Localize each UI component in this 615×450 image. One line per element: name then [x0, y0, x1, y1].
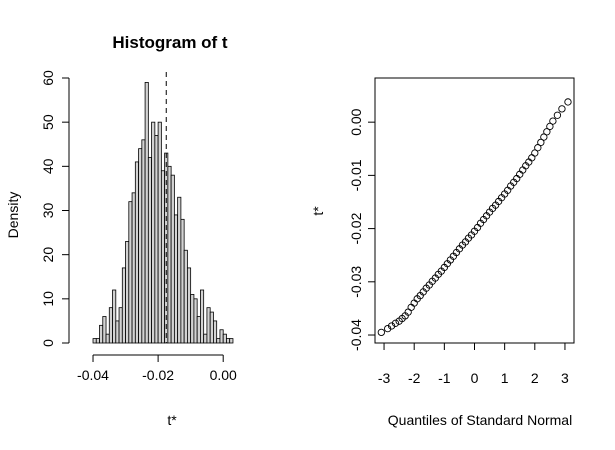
qq-point	[387, 322, 396, 330]
histogram-bar	[186, 267, 192, 344]
histogram-bars	[92, 82, 234, 344]
histogram-bar	[226, 338, 231, 344]
histogram-bar	[160, 170, 166, 344]
histogram-bar	[144, 82, 149, 344]
histogram-bar	[209, 311, 214, 344]
histogram-bar	[219, 329, 224, 344]
qq-point	[377, 328, 385, 337]
histogram-bar	[222, 333, 227, 344]
qq-point	[564, 98, 572, 106]
histogram-bar	[203, 333, 208, 344]
qq-plot-frame	[374, 77, 575, 344]
qq-point	[384, 324, 392, 333]
qq-x-tick-label: -3	[378, 370, 391, 386]
histogram-bar	[173, 214, 179, 344]
histogram-x-tick-label: -0.04	[77, 367, 109, 383]
histogram-bar	[134, 161, 139, 344]
qq-point	[531, 149, 539, 157]
histogram-y-tick-label: 10	[40, 291, 56, 307]
histogram-bar	[105, 333, 110, 344]
histogram-bar	[99, 324, 104, 344]
qq-plot-panel: -3 -2 -1 0 1 2 3 -0.04 -0.03 -0.02 -0.01 0.00 Quan…	[310, 77, 575, 428]
histogram-bar	[177, 196, 182, 344]
histogram-bar	[193, 298, 198, 344]
qq-x-tick-label: 3	[561, 370, 569, 386]
histogram-bar	[196, 316, 201, 344]
histogram-bar	[128, 201, 133, 344]
qq-point	[558, 105, 566, 113]
histogram-bar	[151, 121, 156, 344]
qq-point	[391, 319, 400, 327]
qq-point	[540, 133, 548, 141]
histogram-bar	[121, 267, 126, 344]
histogram-y-tick-label: 40	[40, 158, 56, 174]
qq-y-tick-label: -0.03	[348, 266, 364, 298]
histogram-bar	[118, 307, 123, 344]
qq-y-tick-label: -0.04	[348, 319, 364, 351]
histogram-bar	[200, 289, 205, 344]
histogram-bar	[115, 320, 120, 344]
qq-point	[534, 144, 542, 152]
histogram-bar	[157, 121, 162, 344]
histogram-bar	[125, 241, 130, 344]
histogram-y-tick-label: 30	[40, 203, 56, 219]
qq-point	[546, 122, 554, 131]
histogram-bar	[112, 289, 117, 344]
histogram-y-tick-label: 0	[40, 339, 56, 347]
qq-points	[377, 98, 572, 337]
qq-y-tick-label: -0.01	[348, 159, 364, 191]
qq-point	[543, 128, 551, 136]
histogram-bar	[167, 165, 172, 344]
histogram-bar	[138, 148, 143, 344]
qq-x-axis: -3 -2 -1 0 1 2 3	[378, 343, 569, 386]
histogram-bar	[141, 139, 146, 344]
histogram-bar	[190, 294, 195, 344]
histogram-bar	[102, 316, 107, 344]
histogram-bar	[213, 320, 218, 344]
histogram-y-tick-label: 20	[40, 247, 56, 263]
histogram-bar	[95, 338, 100, 344]
histogram-bar	[180, 218, 185, 344]
histogram-bar	[206, 307, 211, 344]
qq-x-tick-label: 1	[501, 370, 509, 386]
histogram-bar	[170, 174, 175, 344]
qq-point	[549, 117, 557, 125]
histogram-bar	[229, 338, 234, 344]
histogram-x-axis-label: t*	[167, 412, 177, 428]
qq-x-axis-label: Quantiles of Standard Normal	[388, 412, 572, 428]
histogram-bar	[131, 192, 136, 344]
histogram-y-tick-label: 60	[40, 70, 56, 86]
qq-x-tick-label: 2	[531, 370, 539, 386]
qq-y-axis: -0.04 -0.03 -0.02 -0.01 0.00	[348, 108, 375, 351]
qq-x-tick-label: -1	[438, 370, 451, 386]
histogram-y-axis-label: Density	[5, 192, 21, 239]
qq-point	[553, 111, 562, 119]
histogram-y-tick-label: 50	[40, 114, 56, 130]
histogram-x-axis: -0.04 -0.02 0.00	[77, 354, 237, 383]
qq-y-tick-label: 0.00	[348, 108, 364, 135]
histogram-y-axis: 0 10 20 30 40 50 60	[40, 70, 70, 347]
histogram-bar	[154, 135, 159, 344]
qq-y-tick-label: -0.02	[348, 212, 364, 244]
qq-y-axis-label: t*	[310, 206, 326, 216]
histogram-bar	[183, 249, 188, 344]
histogram-bar	[216, 338, 221, 344]
histogram-bar	[147, 157, 153, 344]
qq-x-tick-label: -2	[408, 370, 421, 386]
histogram-bar	[92, 338, 97, 344]
histogram-bar	[108, 307, 113, 344]
histogram-x-tick-label: 0.00	[210, 367, 237, 383]
histogram-panel: Histogram of t -0.04 -0.02 0.00 0 10 20 30 40 5…	[5, 33, 237, 428]
qq-point	[537, 138, 545, 147]
histogram-x-tick-label: -0.02	[142, 367, 174, 383]
histogram-title: Histogram of t	[112, 33, 228, 52]
qq-x-tick-label: 0	[471, 370, 479, 386]
